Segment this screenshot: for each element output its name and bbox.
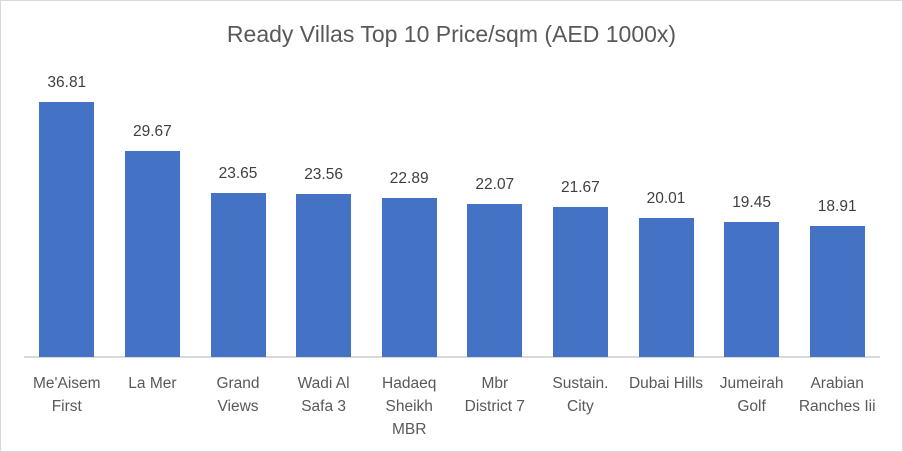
bar — [210, 193, 266, 357]
bar — [809, 226, 865, 357]
data-label: 21.67 — [560, 178, 600, 196]
bar — [724, 222, 780, 357]
chart-title: Ready Villas Top 10 Price/sqm (AED 1000x… — [226, 21, 677, 47]
data-label: 22.07 — [475, 176, 515, 194]
data-label: 20.01 — [646, 190, 686, 208]
category-label: Wadi Al Safa 3 — [297, 375, 350, 415]
bar — [467, 204, 523, 357]
category-label: Dubai Hills — [628, 375, 704, 392]
data-label: 23.65 — [218, 165, 258, 183]
x-axis-line — [24, 356, 880, 358]
data-label: 29.67 — [132, 123, 172, 141]
data-label: 19.45 — [732, 194, 771, 212]
bar — [296, 193, 352, 357]
bar — [381, 198, 437, 357]
category-label: La Mer — [128, 375, 177, 392]
bar — [39, 102, 95, 357]
category-label: Sustain. City — [552, 375, 609, 415]
bar — [638, 218, 694, 357]
bar — [552, 206, 608, 357]
category-label: Jumeirah Golf — [719, 375, 784, 415]
data-label: 22.89 — [389, 170, 429, 188]
category-label: Hadaeq Sheikh MBR — [382, 375, 437, 438]
data-label: 36.81 — [47, 74, 87, 91]
category-label: Mbr District 7 — [464, 375, 525, 415]
category-label: Me'Aisem First — [33, 375, 101, 415]
data-label: 18.91 — [817, 198, 857, 215]
category-label: Grand Views — [216, 375, 260, 415]
data-label: 23.56 — [304, 165, 343, 183]
bar — [124, 151, 180, 357]
category-label: Arabian Ranches Iii — [798, 375, 876, 415]
